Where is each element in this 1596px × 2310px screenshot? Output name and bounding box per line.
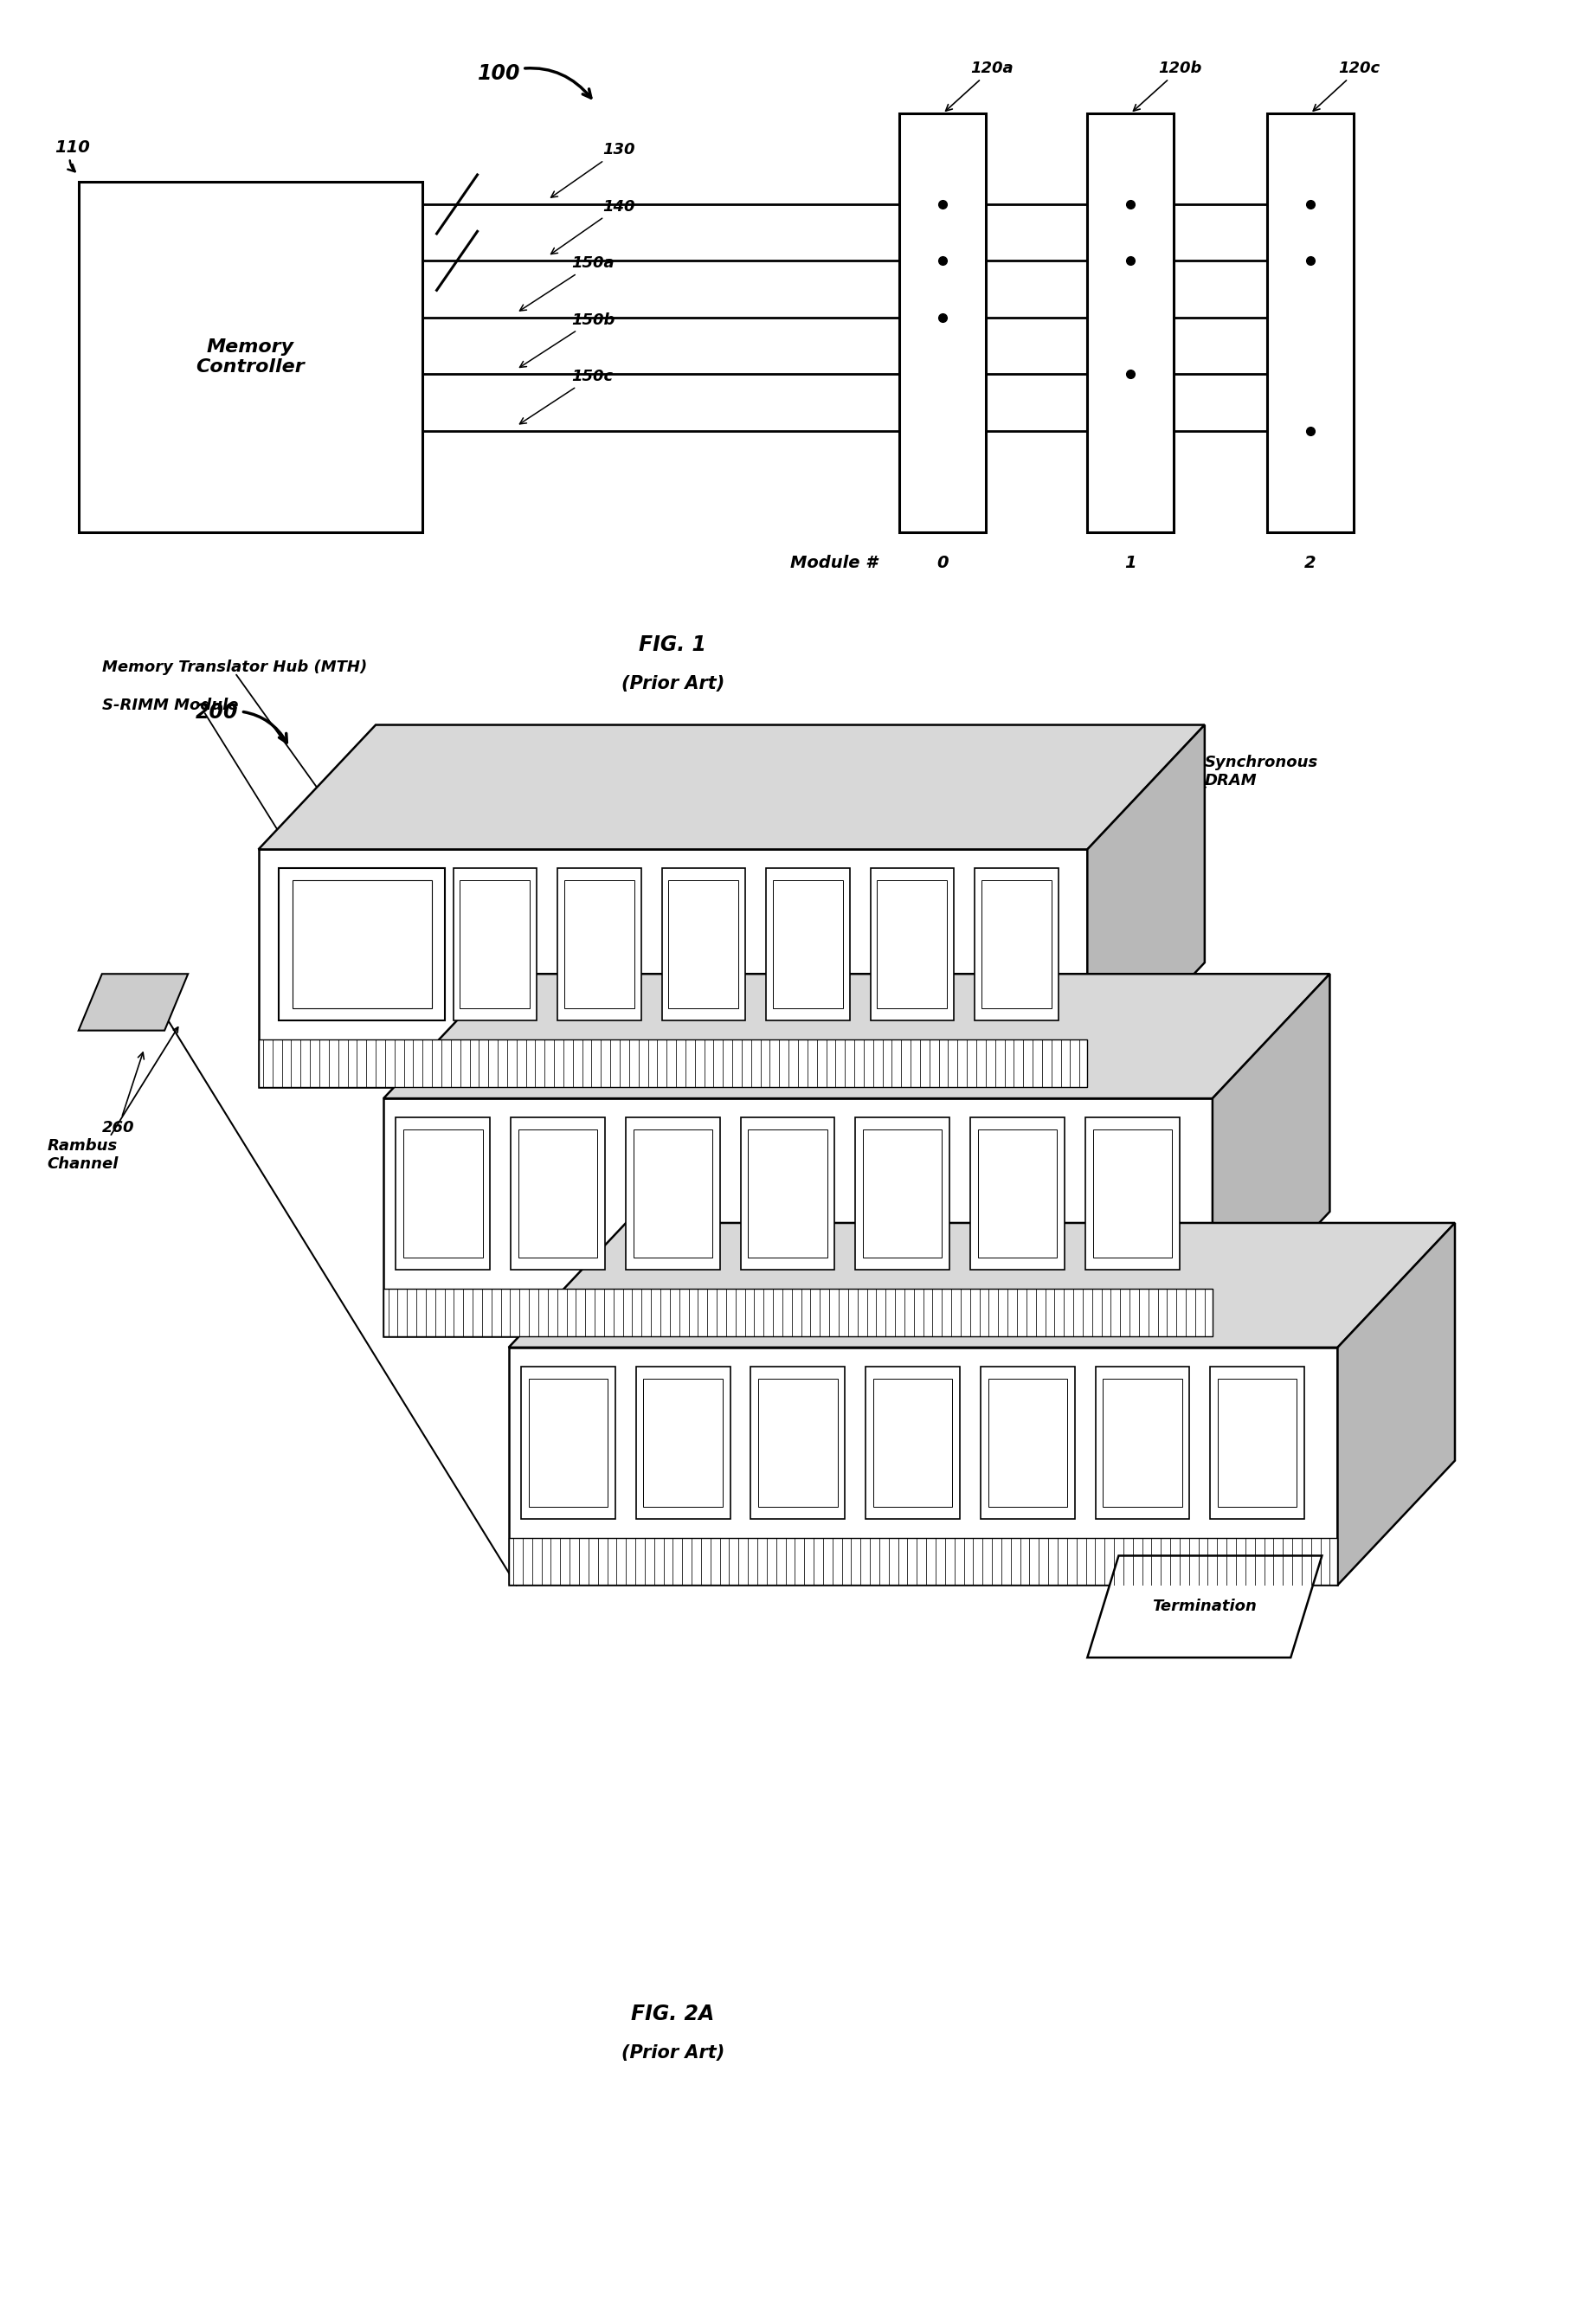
Text: 250: 250 (887, 815, 994, 864)
FancyBboxPatch shape (509, 1538, 1337, 1585)
Text: 130: 130 (551, 143, 635, 196)
FancyBboxPatch shape (78, 182, 423, 534)
FancyBboxPatch shape (980, 1368, 1074, 1518)
Text: 110: 110 (54, 139, 91, 171)
FancyBboxPatch shape (520, 1368, 616, 1518)
FancyBboxPatch shape (396, 1118, 490, 1271)
Text: FIG. 1: FIG. 1 (638, 635, 707, 656)
Polygon shape (1087, 1555, 1321, 1659)
FancyBboxPatch shape (855, 1118, 950, 1271)
Text: 120b: 120b (1133, 60, 1202, 111)
FancyBboxPatch shape (669, 880, 739, 1009)
Text: 100: 100 (477, 62, 591, 97)
FancyBboxPatch shape (873, 1379, 953, 1506)
FancyBboxPatch shape (878, 880, 946, 1009)
Text: FIG. 2A: FIG. 2A (632, 2003, 715, 2024)
FancyBboxPatch shape (988, 1379, 1068, 1506)
FancyBboxPatch shape (975, 869, 1058, 1021)
Polygon shape (383, 1100, 1213, 1335)
FancyBboxPatch shape (1218, 1379, 1298, 1506)
Text: 200: 200 (196, 702, 287, 742)
FancyBboxPatch shape (772, 880, 843, 1009)
Polygon shape (259, 725, 1205, 850)
FancyBboxPatch shape (279, 869, 445, 1021)
FancyBboxPatch shape (563, 880, 634, 1009)
Polygon shape (509, 1347, 1337, 1585)
Text: 2: 2 (1304, 554, 1317, 571)
Polygon shape (383, 975, 1329, 1100)
FancyBboxPatch shape (643, 1379, 723, 1506)
FancyBboxPatch shape (741, 1118, 835, 1271)
FancyBboxPatch shape (863, 1130, 942, 1257)
FancyBboxPatch shape (1095, 1368, 1189, 1518)
FancyBboxPatch shape (635, 1368, 729, 1518)
FancyBboxPatch shape (626, 1118, 720, 1271)
FancyBboxPatch shape (1087, 113, 1173, 534)
Text: 250: 250 (1013, 1063, 1120, 1113)
FancyBboxPatch shape (865, 1368, 959, 1518)
FancyBboxPatch shape (404, 1130, 482, 1257)
FancyBboxPatch shape (982, 880, 1052, 1009)
FancyBboxPatch shape (900, 113, 986, 534)
Polygon shape (509, 1222, 1456, 1347)
FancyBboxPatch shape (292, 880, 431, 1009)
Text: Synchronous
DRAM: Synchronous DRAM (1205, 755, 1318, 788)
Text: 260: 260 (102, 1053, 144, 1137)
Text: 150b: 150b (520, 312, 614, 367)
FancyBboxPatch shape (870, 869, 954, 1021)
FancyBboxPatch shape (634, 1130, 712, 1257)
FancyBboxPatch shape (259, 1040, 1087, 1088)
Text: 120c: 120c (1314, 60, 1381, 111)
Polygon shape (1337, 1222, 1456, 1585)
FancyBboxPatch shape (557, 869, 642, 1021)
Text: Module #: Module # (790, 554, 878, 571)
Text: 120a: 120a (946, 60, 1013, 111)
FancyBboxPatch shape (758, 1379, 838, 1506)
FancyBboxPatch shape (460, 880, 530, 1009)
FancyBboxPatch shape (519, 1130, 597, 1257)
Text: 150c: 150c (520, 370, 613, 425)
FancyBboxPatch shape (978, 1130, 1057, 1257)
Text: Rambus
Channel: Rambus Channel (48, 1139, 118, 1171)
FancyBboxPatch shape (1093, 1130, 1171, 1257)
Polygon shape (78, 975, 188, 1030)
Text: Memory Translator Hub (MTH): Memory Translator Hub (MTH) (102, 658, 367, 675)
Text: Termination: Termination (1152, 1599, 1258, 1615)
FancyBboxPatch shape (1210, 1368, 1304, 1518)
FancyBboxPatch shape (750, 1368, 844, 1518)
Text: 0: 0 (937, 554, 948, 571)
Text: (Prior Art): (Prior Art) (621, 2044, 725, 2063)
Text: 140: 140 (551, 199, 635, 254)
Text: 1: 1 (1125, 554, 1136, 571)
Text: 250: 250 (1138, 1312, 1245, 1363)
Text: S-RIMM Module: S-RIMM Module (102, 698, 238, 714)
Polygon shape (1213, 975, 1329, 1335)
FancyBboxPatch shape (383, 1289, 1213, 1335)
Polygon shape (259, 850, 1087, 1088)
Text: Memory
Controller: Memory Controller (196, 337, 305, 377)
FancyBboxPatch shape (766, 869, 849, 1021)
FancyBboxPatch shape (1085, 1118, 1179, 1271)
FancyBboxPatch shape (970, 1118, 1065, 1271)
FancyBboxPatch shape (453, 869, 536, 1021)
FancyBboxPatch shape (749, 1130, 827, 1257)
FancyBboxPatch shape (1267, 113, 1353, 534)
FancyBboxPatch shape (528, 1379, 608, 1506)
FancyBboxPatch shape (662, 869, 745, 1021)
Text: (Prior Art): (Prior Art) (621, 675, 725, 693)
Text: 150a: 150a (520, 256, 614, 312)
FancyBboxPatch shape (1103, 1379, 1183, 1506)
FancyBboxPatch shape (511, 1118, 605, 1271)
Polygon shape (1087, 725, 1205, 1088)
